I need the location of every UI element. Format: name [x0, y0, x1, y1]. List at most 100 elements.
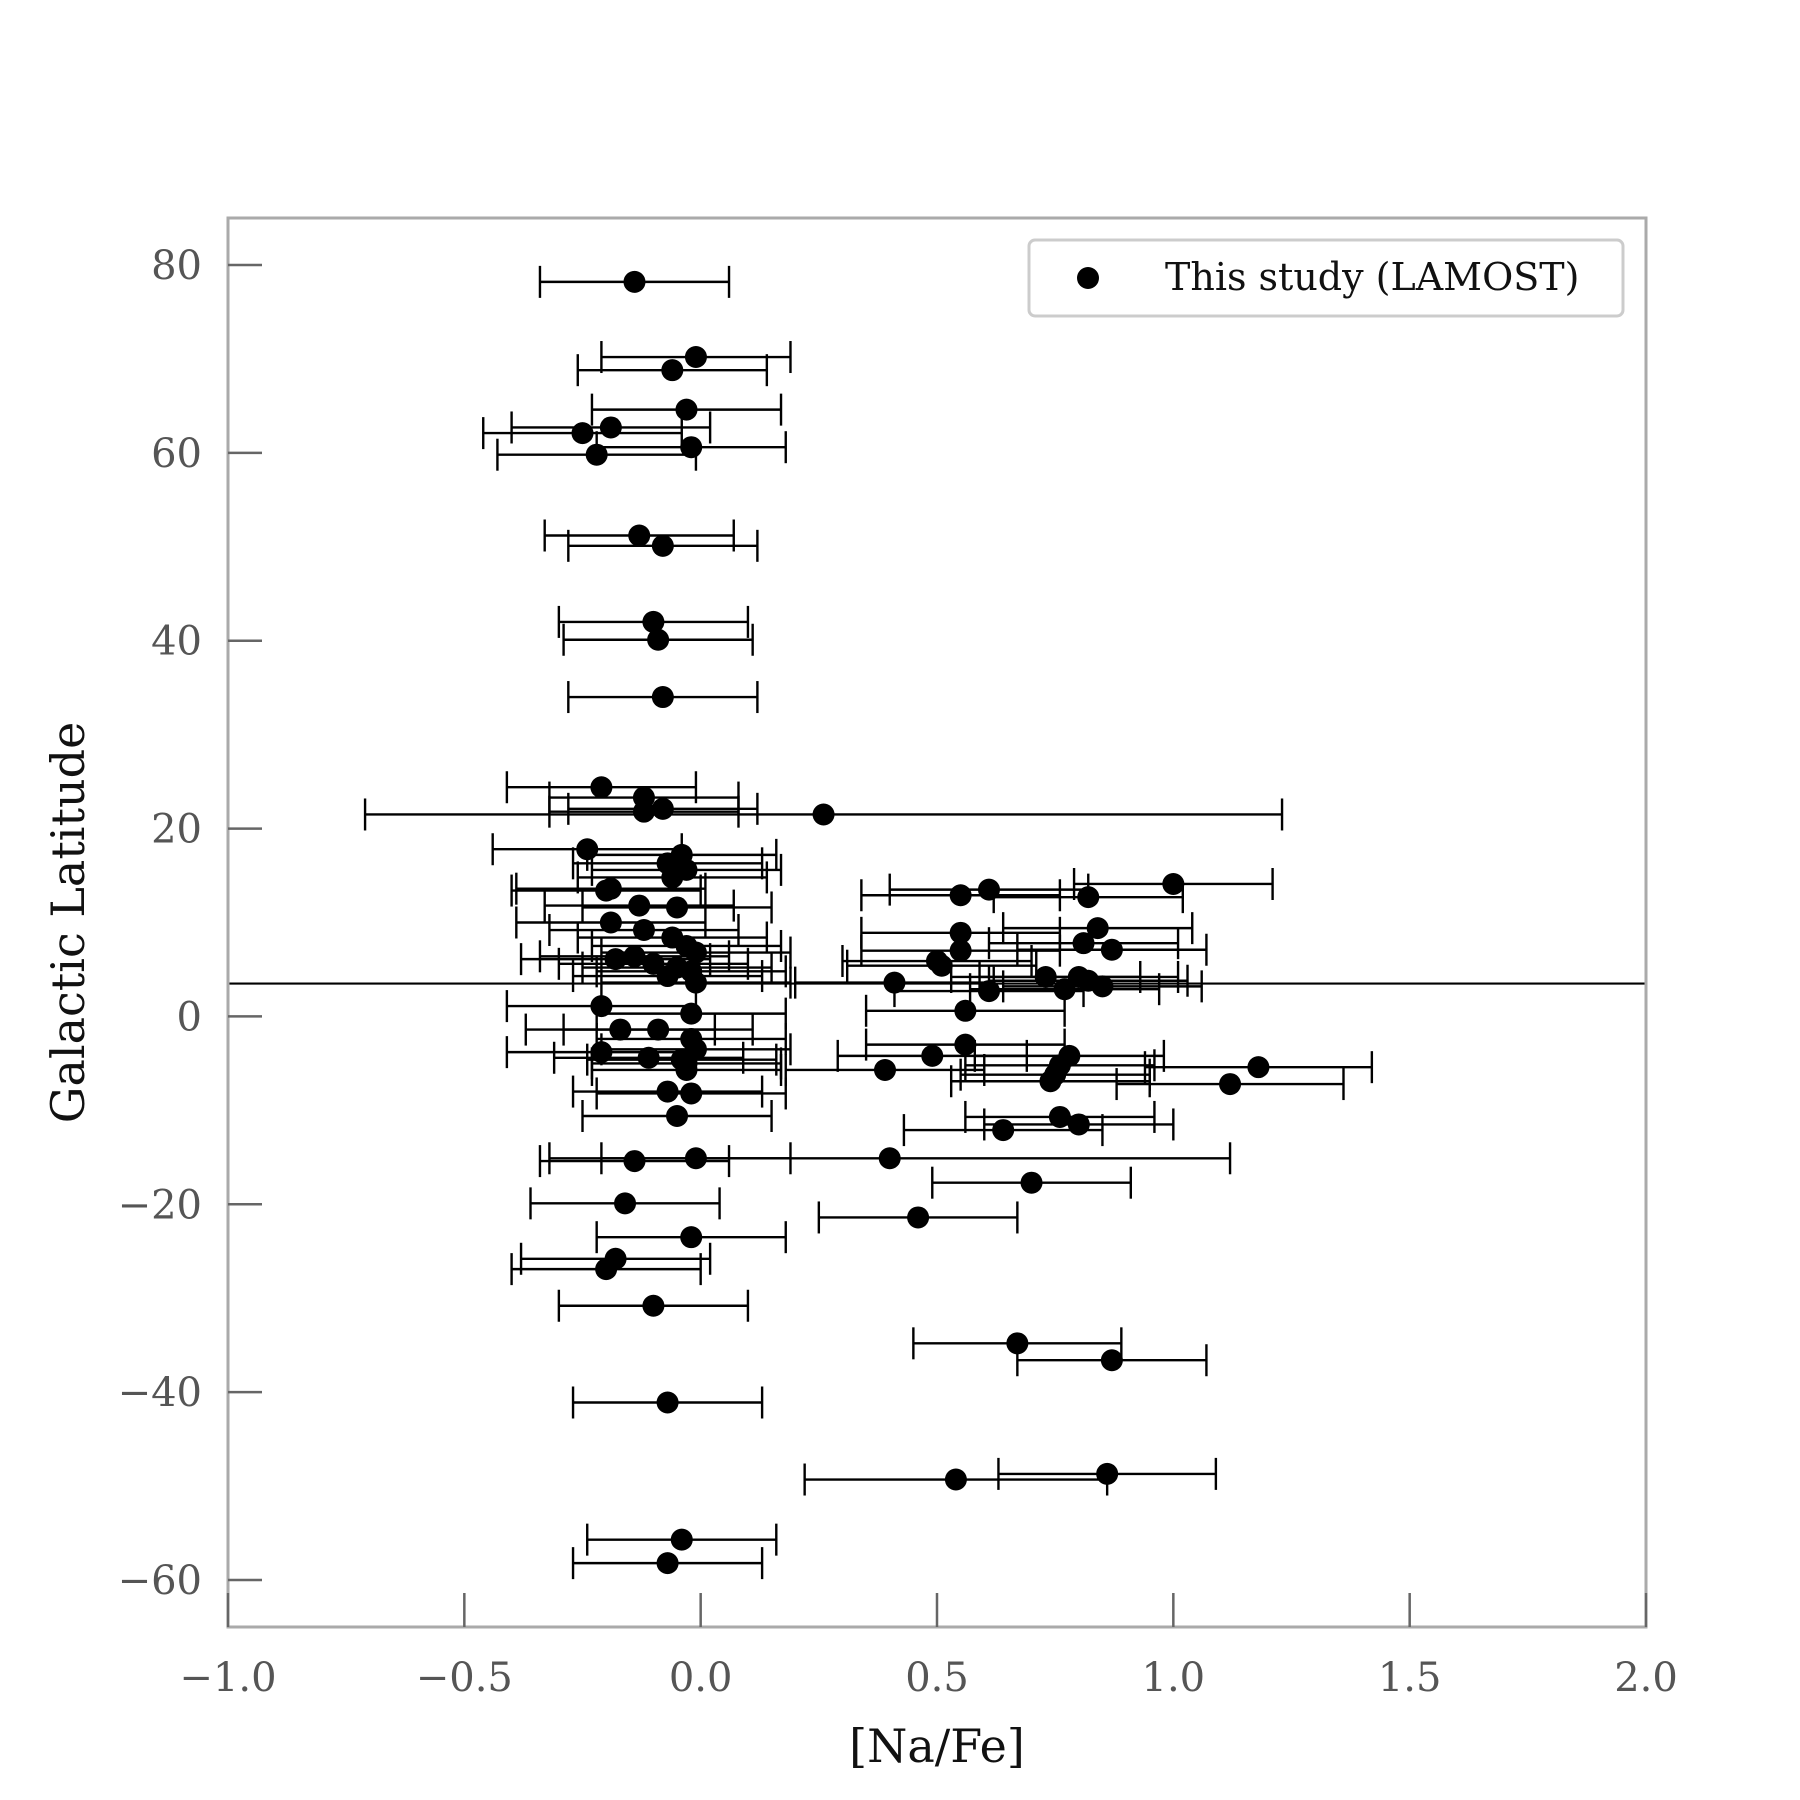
data-point — [590, 1053, 783, 1086]
data-points-layer — [363, 265, 1374, 1580]
data-point — [817, 1201, 1019, 1234]
y-tick-label: −60 — [118, 1558, 202, 1604]
data-marker — [921, 1044, 944, 1067]
data-marker — [628, 894, 651, 917]
data-marker — [1100, 1349, 1123, 1372]
y-tick-label: 80 — [151, 243, 202, 289]
data-marker — [647, 1018, 670, 1041]
data-marker — [656, 1552, 679, 1575]
x-tick-label: −0.5 — [416, 1655, 513, 1701]
data-point — [538, 1145, 731, 1178]
data-marker — [1006, 1332, 1029, 1355]
data-marker — [812, 803, 835, 826]
data-marker — [684, 1147, 707, 1170]
data-marker — [590, 776, 613, 799]
data-marker — [874, 1058, 897, 1081]
data-point — [595, 1221, 787, 1254]
data-marker — [651, 534, 674, 557]
data-point — [595, 1077, 787, 1110]
data-marker — [632, 919, 655, 942]
data-marker — [632, 800, 655, 823]
y-tick-label: −20 — [118, 1182, 202, 1228]
data-point — [992, 881, 1184, 914]
legend-marker — [1077, 267, 1099, 289]
data-point — [576, 354, 769, 387]
data-point — [571, 1386, 764, 1419]
data-marker — [656, 1391, 679, 1414]
data-point — [543, 889, 735, 922]
data-point — [538, 940, 731, 973]
data-marker — [651, 797, 674, 820]
data-point — [538, 265, 731, 298]
data-marker — [670, 1528, 693, 1551]
data-marker — [666, 1105, 689, 1128]
data-point — [581, 891, 773, 924]
data-point — [590, 393, 783, 426]
x-tick-label: 0.5 — [905, 1655, 969, 1701]
y-tick-label: 20 — [151, 807, 202, 853]
data-marker — [1162, 872, 1185, 895]
data-marker — [977, 980, 1000, 1003]
data-marker — [642, 610, 665, 633]
data-point — [1016, 1344, 1208, 1377]
legend-box — [1027, 238, 1625, 318]
data-marker — [599, 416, 622, 439]
data-point — [902, 1114, 1104, 1147]
data-point — [595, 997, 787, 1030]
data-marker — [878, 1147, 901, 1170]
y-axis: −60 −40 −20 0 20 40 60 80 — [118, 243, 262, 1604]
data-point — [1001, 912, 1194, 945]
data-marker — [944, 1468, 967, 1491]
data-point — [1072, 867, 1274, 900]
data-marker — [907, 1206, 930, 1229]
data-point — [1001, 970, 1203, 1003]
data-marker — [954, 1033, 977, 1056]
data-marker — [1077, 886, 1100, 909]
data-point — [510, 1253, 702, 1286]
x-axis-label: [Na/Fe] — [849, 1719, 1025, 1773]
x-tick-label: −1.0 — [179, 1655, 276, 1701]
data-point — [912, 1327, 1123, 1360]
data-marker — [647, 628, 670, 651]
data-point — [803, 1463, 1109, 1496]
data-point — [860, 879, 1062, 912]
data-point — [496, 438, 698, 471]
data-marker — [571, 422, 594, 445]
x-tick-label: 0.0 — [669, 1655, 733, 1701]
data-marker — [595, 879, 618, 902]
data-marker — [661, 359, 684, 382]
data-marker — [623, 945, 646, 968]
data-marker — [675, 1058, 698, 1081]
data-marker — [666, 896, 689, 919]
data-marker — [656, 1080, 679, 1103]
data-point — [562, 1013, 754, 1046]
data-marker — [1086, 917, 1109, 940]
data-marker — [1091, 975, 1114, 998]
data-point — [600, 341, 792, 374]
data-marker — [1053, 978, 1076, 1001]
data-marker — [651, 686, 674, 709]
data-marker — [661, 866, 684, 889]
data-marker — [680, 1002, 703, 1025]
x-tick-label: 1.5 — [1378, 1655, 1442, 1701]
data-point — [571, 1547, 764, 1580]
data-point — [505, 771, 698, 804]
y-axis-label: Galactic Latitude — [41, 722, 95, 1124]
data-point — [864, 1028, 1066, 1061]
data-point — [1016, 933, 1208, 966]
y-tick-label: 60 — [151, 431, 202, 477]
data-point — [548, 914, 740, 947]
data-marker — [680, 1226, 703, 1249]
data-marker — [599, 911, 622, 934]
data-marker — [1048, 1105, 1071, 1128]
data-point — [1143, 1051, 1374, 1084]
data-marker — [1020, 1171, 1043, 1194]
data-point — [557, 1289, 750, 1322]
data-marker — [949, 884, 972, 907]
x-tick-label: 2.0 — [1614, 1655, 1678, 1701]
data-marker — [585, 443, 608, 466]
data-marker — [684, 971, 707, 994]
y-tick-label: 0 — [177, 994, 202, 1040]
data-point — [576, 921, 769, 954]
